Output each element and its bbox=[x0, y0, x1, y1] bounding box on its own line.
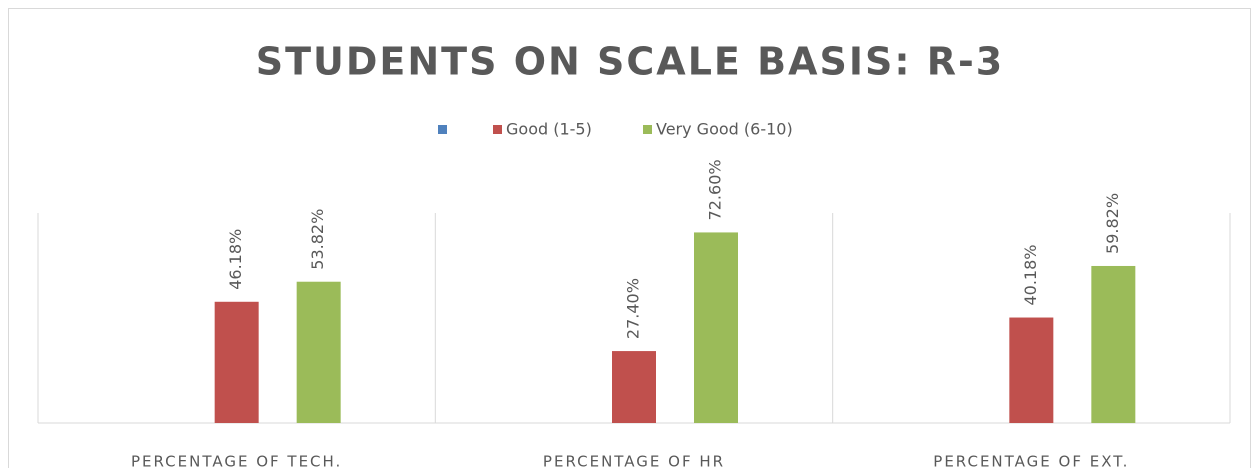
legend-swatch bbox=[493, 125, 502, 134]
x-tick-label: PERCENTAGE OF EXT. bbox=[933, 453, 1129, 468]
bar bbox=[214, 301, 259, 423]
data-label: 27.40% bbox=[624, 278, 643, 339]
bar bbox=[612, 351, 656, 423]
data-label: 72.60% bbox=[706, 159, 725, 220]
x-tick-label: PERCENTAGE OF TECH. bbox=[131, 453, 342, 468]
chart-title: STUDENTS ON SCALE BASIS: R-3 bbox=[256, 40, 1005, 84]
data-label: 40.18% bbox=[1021, 245, 1040, 306]
legend-label: Very Good (6-10) bbox=[656, 120, 793, 139]
data-label: 59.82% bbox=[1103, 193, 1122, 254]
bar bbox=[1009, 317, 1054, 423]
bar bbox=[694, 232, 738, 423]
legend-swatch bbox=[438, 125, 447, 134]
bar bbox=[1091, 265, 1136, 423]
legend-label: Good (1-5) bbox=[506, 120, 592, 139]
x-tick-label: PERCENTAGE OF HR bbox=[543, 453, 725, 468]
bar bbox=[296, 281, 341, 423]
legend-swatch bbox=[643, 125, 652, 134]
data-label: 46.18% bbox=[226, 229, 245, 290]
data-label: 53.82% bbox=[308, 209, 327, 270]
